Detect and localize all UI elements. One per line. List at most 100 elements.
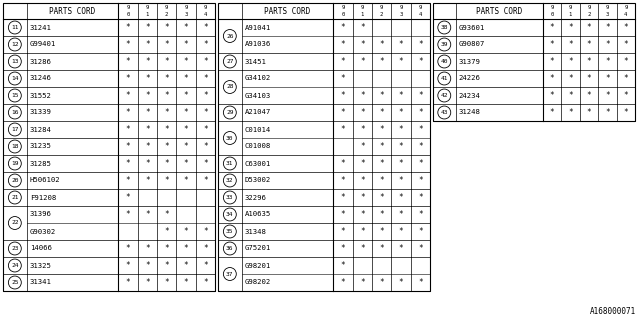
Text: *: * bbox=[164, 210, 169, 219]
Text: *: * bbox=[340, 74, 345, 83]
Text: *: * bbox=[360, 108, 365, 117]
Text: *: * bbox=[418, 125, 422, 134]
Text: *: * bbox=[164, 40, 169, 49]
Text: *: * bbox=[623, 57, 628, 66]
Text: 36: 36 bbox=[226, 246, 234, 251]
Text: G34102: G34102 bbox=[244, 76, 271, 82]
Text: *: * bbox=[568, 40, 573, 49]
Text: *: * bbox=[605, 40, 610, 49]
Text: *: * bbox=[125, 91, 130, 100]
Text: 31: 31 bbox=[226, 161, 234, 166]
Text: A10635: A10635 bbox=[244, 212, 271, 218]
Text: *: * bbox=[125, 261, 130, 270]
Bar bbox=[433, 3, 635, 121]
Text: *: * bbox=[418, 91, 422, 100]
Text: *: * bbox=[418, 227, 422, 236]
Text: 25: 25 bbox=[11, 280, 19, 285]
Text: 13: 13 bbox=[11, 59, 19, 64]
Text: 31396: 31396 bbox=[29, 212, 52, 218]
Text: *: * bbox=[360, 57, 365, 66]
Text: *: * bbox=[145, 261, 150, 270]
Text: *: * bbox=[360, 193, 365, 202]
Text: *: * bbox=[605, 74, 610, 83]
Text: *: * bbox=[605, 91, 610, 100]
Text: *: * bbox=[340, 91, 345, 100]
Text: *: * bbox=[164, 278, 169, 287]
Text: *: * bbox=[568, 57, 573, 66]
Text: 1: 1 bbox=[145, 12, 149, 17]
Text: 9: 9 bbox=[588, 5, 591, 10]
Text: 20: 20 bbox=[11, 178, 19, 183]
Text: *: * bbox=[340, 227, 345, 236]
Text: *: * bbox=[203, 57, 207, 66]
Text: *: * bbox=[164, 57, 169, 66]
Text: 2: 2 bbox=[588, 12, 591, 17]
Bar bbox=[3, 3, 215, 291]
Text: C01008: C01008 bbox=[244, 143, 271, 149]
Text: *: * bbox=[360, 227, 365, 236]
Text: 41: 41 bbox=[440, 76, 448, 81]
Text: *: * bbox=[586, 91, 591, 100]
Text: 4: 4 bbox=[419, 12, 422, 17]
Text: C01014: C01014 bbox=[244, 126, 271, 132]
Text: *: * bbox=[203, 142, 207, 151]
Text: *: * bbox=[340, 210, 345, 219]
Text: *: * bbox=[399, 210, 403, 219]
Text: 24234: 24234 bbox=[458, 92, 481, 99]
Text: *: * bbox=[340, 108, 345, 117]
Text: *: * bbox=[360, 159, 365, 168]
Text: *: * bbox=[125, 142, 130, 151]
Text: A168000071: A168000071 bbox=[589, 307, 636, 316]
Text: *: * bbox=[418, 40, 422, 49]
Text: 21: 21 bbox=[11, 195, 19, 200]
Text: *: * bbox=[399, 57, 403, 66]
Text: *: * bbox=[184, 108, 188, 117]
Text: *: * bbox=[203, 227, 207, 236]
Text: 31284: 31284 bbox=[29, 126, 52, 132]
Text: *: * bbox=[145, 125, 150, 134]
Text: *: * bbox=[586, 57, 591, 66]
Text: *: * bbox=[399, 227, 403, 236]
Text: *: * bbox=[360, 23, 365, 32]
Text: 14: 14 bbox=[11, 76, 19, 81]
Text: 31325: 31325 bbox=[29, 262, 52, 268]
Text: *: * bbox=[164, 74, 169, 83]
Text: *: * bbox=[203, 108, 207, 117]
Text: *: * bbox=[568, 74, 573, 83]
Text: G98202: G98202 bbox=[244, 279, 271, 285]
Text: 0: 0 bbox=[550, 12, 554, 17]
Text: *: * bbox=[164, 261, 169, 270]
Text: 18: 18 bbox=[11, 144, 19, 149]
Text: *: * bbox=[380, 159, 384, 168]
Text: *: * bbox=[125, 278, 130, 287]
Text: 29: 29 bbox=[226, 110, 234, 115]
Text: 31246: 31246 bbox=[29, 76, 52, 82]
Text: *: * bbox=[360, 176, 365, 185]
Text: *: * bbox=[586, 40, 591, 49]
Text: *: * bbox=[399, 91, 403, 100]
Text: *: * bbox=[125, 244, 130, 253]
Text: *: * bbox=[125, 74, 130, 83]
Text: *: * bbox=[125, 108, 130, 117]
Text: *: * bbox=[184, 40, 188, 49]
Text: *: * bbox=[418, 159, 422, 168]
Text: G93601: G93601 bbox=[458, 25, 485, 30]
Text: 9: 9 bbox=[184, 5, 188, 10]
Text: 32296: 32296 bbox=[244, 195, 266, 201]
Text: *: * bbox=[399, 108, 403, 117]
Text: G34103: G34103 bbox=[244, 92, 271, 99]
Text: *: * bbox=[203, 244, 207, 253]
Text: *: * bbox=[340, 57, 345, 66]
Text: *: * bbox=[380, 278, 384, 287]
Text: 31379: 31379 bbox=[458, 59, 481, 65]
Text: 9: 9 bbox=[360, 5, 364, 10]
Text: 22: 22 bbox=[11, 220, 19, 226]
Text: 9: 9 bbox=[569, 5, 572, 10]
Text: *: * bbox=[568, 108, 573, 117]
Text: *: * bbox=[184, 261, 188, 270]
Text: *: * bbox=[380, 91, 384, 100]
Text: *: * bbox=[418, 193, 422, 202]
Text: 3: 3 bbox=[399, 12, 403, 17]
Text: *: * bbox=[380, 57, 384, 66]
Text: 4: 4 bbox=[624, 12, 627, 17]
